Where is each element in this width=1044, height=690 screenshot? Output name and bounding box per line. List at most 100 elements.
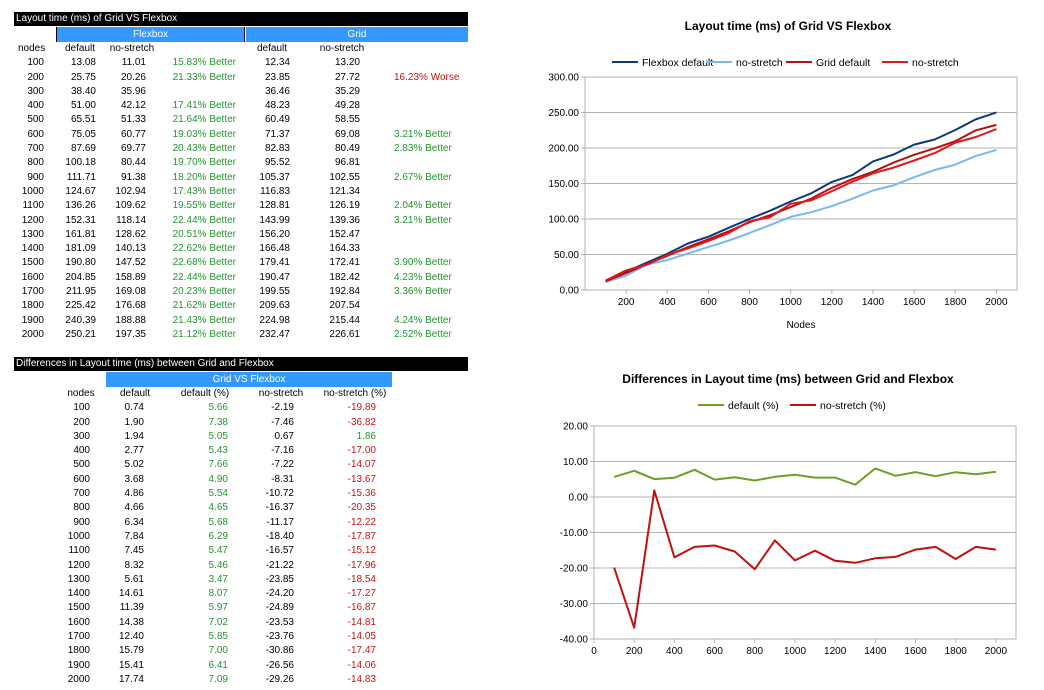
x-tick-label: 600: [706, 646, 723, 657]
nodes-cell: 1300: [21, 228, 44, 240]
flex-default-cell: 100.18: [65, 157, 96, 169]
flex-default-cell: 225.42: [65, 300, 96, 312]
x-tick-label: 2000: [985, 646, 1008, 657]
series-line: [613, 489, 997, 629]
nostretch-pct-cell: -14.05: [347, 631, 376, 643]
nodes-cell: 1600: [21, 271, 44, 283]
flex-default-cell: 38.40: [70, 85, 96, 97]
flex-nostretch-cell: 42.12: [120, 100, 146, 112]
flex-nostretch-cell: 118.14: [116, 214, 146, 226]
nostretch-cell: -7.16: [271, 445, 294, 457]
default-pct-cell: 5.68: [208, 516, 228, 528]
legend-label: Grid default: [816, 57, 870, 69]
nostretch-cell: -2.19: [271, 402, 294, 414]
chart-title: Layout time (ms) of Grid VS Flexbox: [685, 19, 892, 33]
default-pct-cell: 7.02: [208, 616, 228, 628]
y-tick-label: -10.00: [560, 528, 589, 539]
x-tick-label: 200: [626, 646, 643, 657]
nodes-cell: 1100: [68, 545, 90, 557]
nostretch-pct-cell: -16.87: [347, 602, 376, 614]
table-row: 1000 124.67 102.94 17.43% Better 116.83 121.3…: [14, 185, 468, 199]
nostretch-pct-cell: -12.22: [347, 516, 376, 528]
grid-default-cell: 23.85: [264, 71, 290, 83]
nostretch-pct-cell: -36.82: [347, 416, 376, 428]
x-tick-label: 0: [591, 646, 597, 657]
grid-better-cell: 2.52% Better: [394, 328, 452, 340]
flex-default-cell: 190.80: [65, 257, 96, 269]
grid-better-cell: 2.04% Better: [394, 200, 452, 212]
table-row: 200 1.90 7.38 -7.46 -36.82: [14, 416, 468, 430]
nodes-cell: 900: [73, 516, 90, 528]
table-row: 600 3.68 4.90 -8.31 -13.67: [14, 473, 468, 487]
default-pct-cell: 5.47: [208, 545, 228, 557]
nodes-cell: 1800: [67, 645, 90, 657]
grid-nostretch-cell: 207.54: [329, 300, 360, 312]
nostretch-cell: -23.76: [265, 631, 294, 643]
table-row: 900 111.71 91.38 18.20% Better 105.37 102.55 2…: [14, 171, 468, 185]
x-tick-label: 1200: [821, 297, 844, 308]
flex-default-cell: 161.81: [65, 228, 96, 240]
flex-better-cell: 20.43% Better: [172, 143, 236, 155]
default-cell: 0.74: [124, 402, 144, 414]
flex-better-cell: 20.51% Better: [172, 228, 236, 240]
grid-default-cell: 36.46: [264, 85, 290, 97]
default-pct-cell: 4.90: [208, 473, 228, 485]
default-cell: 7.45: [124, 545, 144, 557]
flex-default-cell: 75.05: [70, 128, 96, 140]
grid-default-cell: 224.98: [259, 314, 290, 326]
nostretch-cell: -24.20: [265, 588, 294, 600]
flex-nostretch-cell: 80.44: [120, 157, 146, 169]
flex-better-cell: 19.03% Better: [172, 128, 236, 140]
nostretch-pct-cell: -13.67: [347, 473, 376, 485]
grid-nostretch-cell: 215.44: [329, 314, 360, 326]
grid-default-cell: 179.41: [259, 257, 290, 269]
nodes-cell: 300: [27, 85, 44, 97]
nodes-cell: 1300: [67, 573, 90, 585]
table-row: 1100 136.26 109.62 19.55% Better 128.81 126.1…: [14, 199, 468, 213]
default-pct-cell: 5.54: [208, 488, 228, 500]
flex-default-cell: 240.39: [65, 314, 96, 326]
grid-nostretch-cell: 192.84: [329, 286, 360, 298]
nostretch-pct-cell: -17.47: [347, 645, 376, 657]
nostretch-cell: -10.72: [265, 488, 294, 500]
grid-nostretch-cell: 96.81: [334, 157, 360, 169]
grid-default-cell: 95.52: [264, 157, 290, 169]
default-pct-cell: 5.05: [208, 430, 228, 442]
default-cell: 5.02: [124, 459, 144, 471]
grid-better-cell: 4.23% Better: [394, 271, 452, 283]
x-tick-label: 1800: [944, 297, 967, 308]
grid-default-cell: 232.47: [259, 328, 290, 340]
y-tick-label: 0.00: [560, 286, 580, 297]
nodes-cell: 1700: [21, 286, 44, 298]
layout-time-chart-svg: Layout time (ms) of Grid VS Flexbox Flexb…: [548, 19, 1018, 331]
table-row: 2000 250.21 197.35 21.12% Better 232.47 226.6…: [14, 328, 468, 342]
default-pct-cell: 5.46: [208, 559, 228, 571]
table-row: 800 4.66 4.65 -16.37 -20.35: [14, 501, 468, 515]
flex-nostretch-cell: 91.38: [120, 171, 146, 183]
table-row: 700 87.69 69.77 20.43% Better 82.83 80.49 2.83…: [14, 142, 468, 156]
x-tick-label: 1800: [945, 646, 968, 657]
table-row: 100 13.08 11.01 15.83% Better 12.34 13.20: [14, 56, 468, 70]
layout-time-table: Layout time (ms) of Grid VS Flexbox Flex…: [14, 12, 468, 342]
nodes-cell: 1700: [67, 631, 90, 643]
default-cell: 4.66: [124, 502, 144, 514]
nostretch-pct-cell: -17.27: [347, 588, 376, 600]
y-tick-label: 50.00: [554, 250, 579, 261]
table-row: 600 75.05 60.77 19.03% Better 71.37 69.08 3.21…: [14, 128, 468, 142]
nostretch-cell: -7.22: [271, 459, 294, 471]
legend-label: no-stretch: [736, 57, 783, 69]
grid-default-cell: 156.20: [259, 228, 290, 240]
table-header-row: nodes default default (%) no-stretch no-stre…: [14, 387, 468, 401]
nostretch-pct-cell: -17.00: [347, 445, 376, 457]
nostretch-pct-cell: -14.81: [347, 616, 376, 628]
group-divider: [244, 27, 245, 42]
column-header: default: [64, 43, 96, 54]
flex-default-cell: 211.95: [66, 286, 96, 298]
flex-nostretch-cell: 147.52: [115, 257, 146, 269]
default-pct-cell: 5.97: [208, 602, 228, 614]
y-tick-label: 200.00: [548, 144, 579, 155]
default-cell: 17.74: [118, 673, 144, 685]
grid-nostretch-cell: 152.47: [329, 228, 360, 240]
flex-better-cell: 22.44% Better: [172, 271, 236, 283]
nodes-cell: 1100: [22, 200, 44, 212]
